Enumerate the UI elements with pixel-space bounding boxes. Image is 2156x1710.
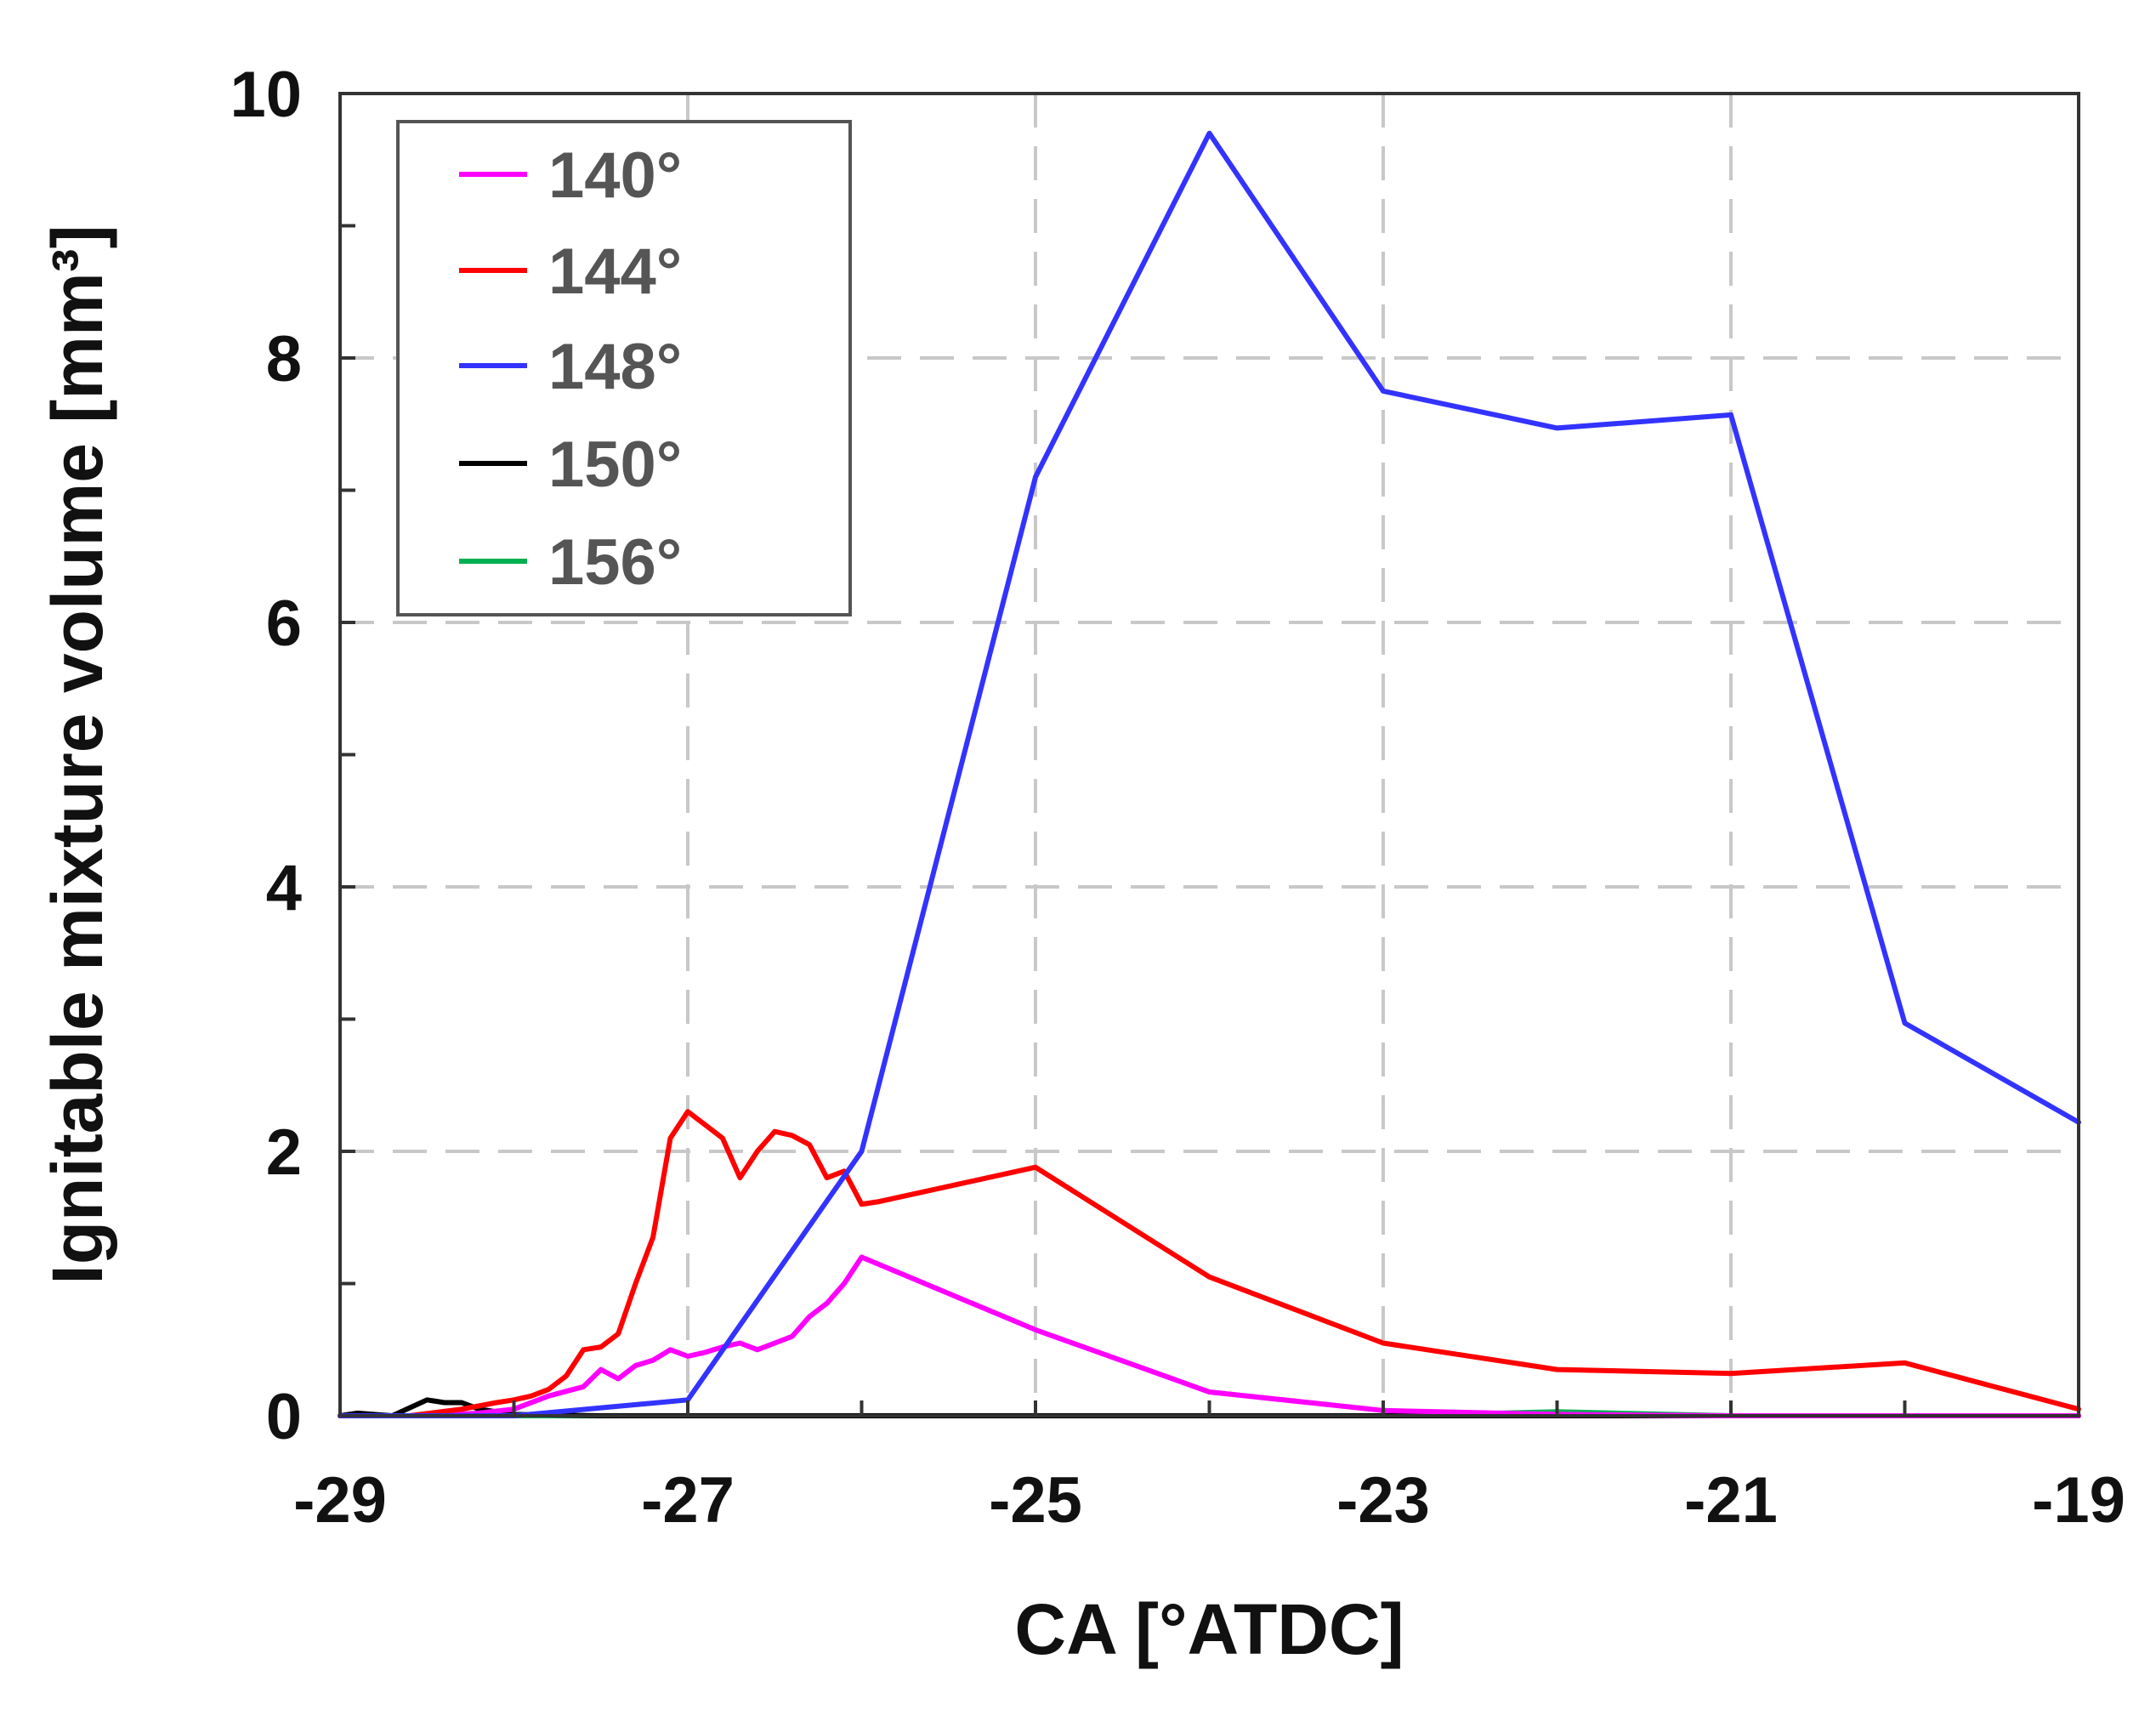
- x-tick-label: -29: [293, 1464, 387, 1537]
- axis-ticks: -29 -27 -25 -23 -21 -19 0 2 4 6 8 10: [230, 59, 2125, 1537]
- y-tick-label: 0: [266, 1381, 302, 1453]
- legend: 140° 144° 148° 150° 156°: [396, 120, 852, 616]
- y-tick-label: 8: [266, 323, 302, 395]
- x-tick-label: -25: [989, 1464, 1082, 1537]
- legend-label: 148°: [548, 331, 682, 403]
- legend-label: 150°: [548, 429, 682, 501]
- y-tick-label: 6: [266, 588, 302, 660]
- y-axis-title: Ignitable mixture volume [mm³]: [37, 224, 117, 1284]
- series-line-1: [338, 1109, 2081, 1418]
- y-tick-label: 10: [230, 59, 302, 131]
- legend-label: 144°: [548, 236, 682, 308]
- y-tick-label: 4: [266, 852, 302, 924]
- y-tick-label: 2: [266, 1116, 302, 1189]
- x-tick-label: -19: [2032, 1464, 2125, 1537]
- legend-label: 140°: [548, 139, 682, 212]
- x-axis-title: CA [°ATDC]: [1014, 1589, 1404, 1669]
- x-tick-label: -23: [1336, 1464, 1430, 1537]
- x-tick-label: -27: [641, 1464, 735, 1537]
- series-line-0: [338, 1254, 2081, 1418]
- legend-label: 156°: [548, 526, 682, 599]
- series-line-2: [338, 130, 2081, 1418]
- x-tick-label: -21: [1684, 1464, 1778, 1537]
